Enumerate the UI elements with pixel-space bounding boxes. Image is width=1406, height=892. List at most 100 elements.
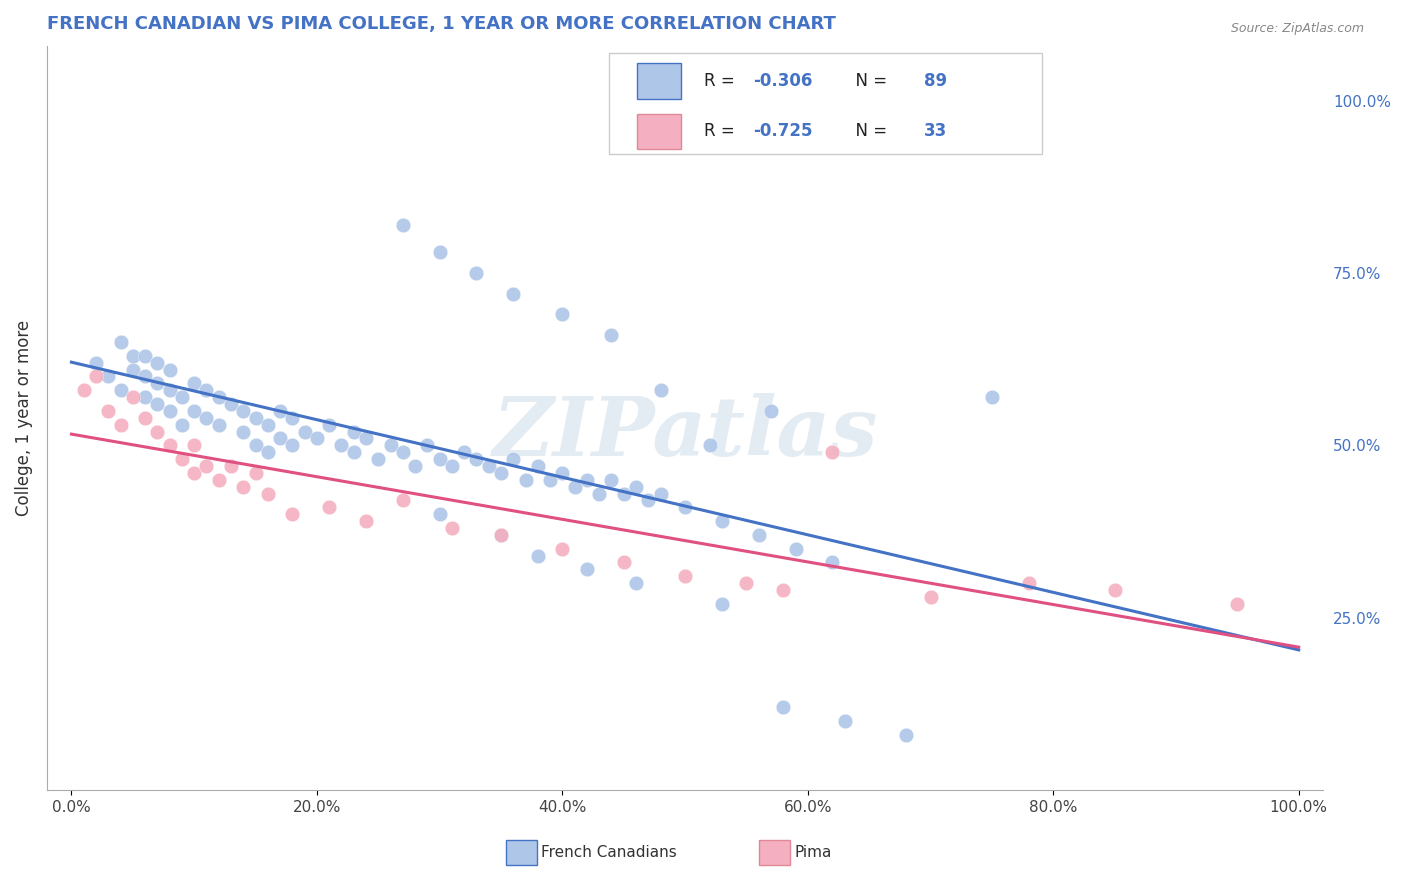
Point xyxy=(146,376,169,391)
Point xyxy=(110,334,132,349)
Point xyxy=(146,425,169,439)
Point xyxy=(465,452,488,467)
Point xyxy=(232,425,254,439)
Point xyxy=(416,438,439,452)
Point xyxy=(134,349,156,363)
Point xyxy=(502,452,524,467)
Point xyxy=(453,445,475,459)
Point xyxy=(330,438,353,452)
Point xyxy=(121,362,143,376)
Point xyxy=(429,452,451,467)
Point xyxy=(440,521,463,535)
Point xyxy=(256,417,278,432)
Point xyxy=(84,369,107,384)
Point xyxy=(624,480,647,494)
Point xyxy=(159,362,181,376)
Point xyxy=(219,397,242,411)
Point xyxy=(354,514,377,528)
FancyBboxPatch shape xyxy=(609,54,1042,153)
Point xyxy=(208,390,231,404)
Point xyxy=(748,528,770,542)
Point xyxy=(650,486,672,500)
Point xyxy=(527,458,550,473)
Point xyxy=(73,383,96,397)
Point xyxy=(772,582,794,597)
Point xyxy=(208,473,231,487)
Point xyxy=(759,404,782,418)
Point xyxy=(551,541,574,556)
Point xyxy=(134,369,156,384)
Point xyxy=(269,404,291,418)
Point xyxy=(159,438,181,452)
Point xyxy=(208,417,231,432)
Point xyxy=(551,466,574,480)
Point xyxy=(600,328,623,343)
Point xyxy=(367,452,389,467)
Point xyxy=(134,410,156,425)
Point xyxy=(391,218,413,232)
Point xyxy=(294,425,316,439)
Point xyxy=(121,349,143,363)
Point xyxy=(502,286,524,301)
Point xyxy=(134,390,156,404)
Point xyxy=(489,528,512,542)
Text: -0.306: -0.306 xyxy=(752,72,813,90)
Point xyxy=(170,390,193,404)
Point xyxy=(97,369,120,384)
Point xyxy=(281,410,304,425)
FancyBboxPatch shape xyxy=(637,63,682,99)
Point xyxy=(624,576,647,591)
Text: FRENCH CANADIAN VS PIMA COLLEGE, 1 YEAR OR MORE CORRELATION CHART: FRENCH CANADIAN VS PIMA COLLEGE, 1 YEAR … xyxy=(46,15,835,33)
Point xyxy=(588,486,610,500)
Point xyxy=(894,728,917,742)
Point xyxy=(343,445,366,459)
Point xyxy=(343,425,366,439)
Point xyxy=(121,390,143,404)
Point xyxy=(281,507,304,521)
Point xyxy=(195,458,218,473)
Text: N =: N = xyxy=(845,122,891,140)
Point xyxy=(650,383,672,397)
Text: 89: 89 xyxy=(924,72,946,90)
Point xyxy=(772,700,794,714)
Point xyxy=(281,438,304,452)
Point xyxy=(146,397,169,411)
Point xyxy=(195,383,218,397)
FancyBboxPatch shape xyxy=(637,113,682,149)
Point xyxy=(527,549,550,563)
Point xyxy=(710,514,733,528)
Point xyxy=(429,507,451,521)
Point xyxy=(1104,582,1126,597)
Point xyxy=(834,714,856,728)
Text: R =: R = xyxy=(704,72,740,90)
Text: Pima: Pima xyxy=(794,846,832,860)
Point xyxy=(673,500,696,515)
Point xyxy=(391,445,413,459)
Point xyxy=(245,466,267,480)
Text: Source: ZipAtlas.com: Source: ZipAtlas.com xyxy=(1230,22,1364,36)
Point xyxy=(735,576,758,591)
Point xyxy=(256,445,278,459)
Point xyxy=(195,410,218,425)
Point xyxy=(637,493,659,508)
Point xyxy=(821,556,844,570)
Text: ZIPatlas: ZIPatlas xyxy=(492,392,877,473)
Point xyxy=(980,390,1002,404)
Point xyxy=(84,356,107,370)
Point xyxy=(159,383,181,397)
Y-axis label: College, 1 year or more: College, 1 year or more xyxy=(15,319,32,516)
Point xyxy=(575,473,598,487)
Point xyxy=(538,473,561,487)
Point xyxy=(245,410,267,425)
Point xyxy=(318,500,340,515)
Point xyxy=(391,493,413,508)
Point xyxy=(785,541,807,556)
Point xyxy=(429,245,451,260)
Point xyxy=(465,266,488,280)
Point xyxy=(821,445,844,459)
Point xyxy=(710,597,733,611)
Point xyxy=(183,376,205,391)
Point xyxy=(440,458,463,473)
Point xyxy=(613,556,636,570)
Point xyxy=(159,404,181,418)
